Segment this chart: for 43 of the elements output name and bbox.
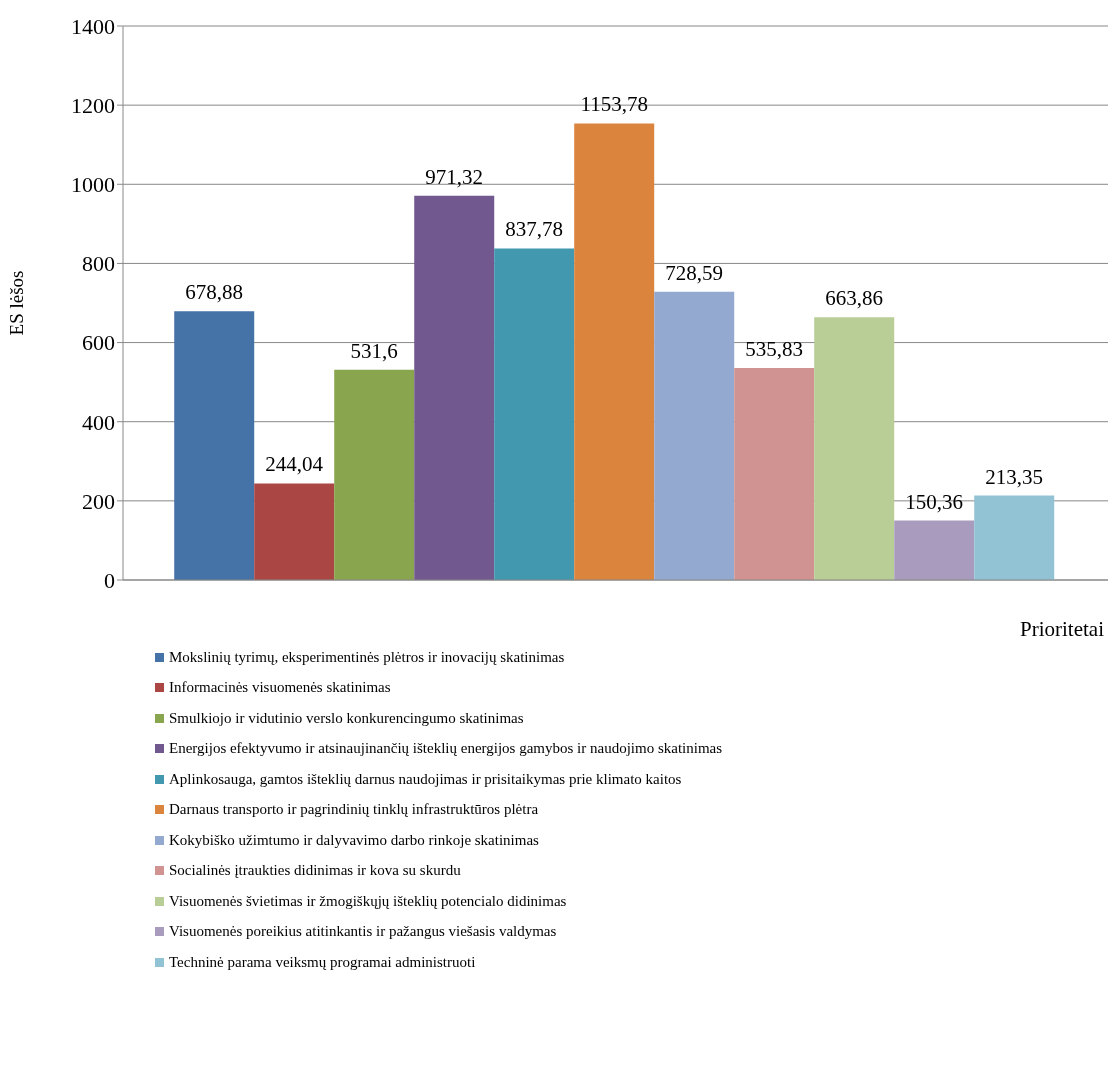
- legend-label: Mokslinių tyrimų, eksperimentinės plėtros ir inovacijų skatinimas: [169, 648, 565, 666]
- legend-label: Socialinės įtraukties didinimas ir kova su skurdu: [169, 862, 461, 880]
- y-tick-label: 1400: [71, 13, 115, 39]
- bar: [494, 248, 575, 580]
- bar: [574, 123, 655, 580]
- data-label: 150,36: [905, 489, 964, 514]
- bar: [414, 195, 495, 580]
- legend-label: Darnaus transporto ir pagrindinių tinklų infrastruktūros plėtra: [169, 801, 539, 819]
- legend-label: Energijos efektyvumo ir atsinaujinančių išteklių energijos gamybos ir naudojimo skatinimas: [169, 740, 723, 758]
- bar: [734, 367, 815, 580]
- y-tick-label: 800: [82, 251, 115, 277]
- x-axis-title: Prioritetai: [1020, 617, 1105, 641]
- y-tick-label: 400: [82, 409, 115, 435]
- data-label: 1153,78: [580, 92, 648, 117]
- legend-label: Aplinkosauga, gamtos išteklių darnus naudojimas ir prisitaikymas prie klimato kaitos: [169, 770, 682, 788]
- y-tick-label: 1200: [71, 92, 115, 118]
- bar: [654, 291, 735, 580]
- data-label: 837,78: [505, 217, 564, 242]
- bar: [254, 483, 335, 580]
- y-tick-label: 600: [82, 330, 115, 356]
- data-label: 663,86: [825, 286, 884, 311]
- y-tick-label: 1000: [71, 172, 115, 198]
- bar: [974, 495, 1055, 580]
- y-axis-title: ES lėšos: [5, 270, 27, 336]
- legend-label: Informacinės visuomenės skatinimas: [169, 679, 391, 697]
- data-label: 971,32: [425, 164, 484, 189]
- legend-label: Visuomenės poreikius atitinkantis ir pažangus viešasis valdymas: [169, 923, 557, 941]
- bar: [334, 369, 415, 580]
- bar: [174, 311, 255, 580]
- legend-label: Kokybiško užimtumo ir dalyvavimo darbo rinkoje skatinimas: [169, 831, 539, 849]
- y-tick-label: 0: [104, 567, 115, 593]
- legend-label: Techninė parama veiksmų programai administruoti: [169, 953, 476, 971]
- data-label: 535,83: [745, 336, 804, 361]
- data-label: 531,6: [350, 338, 398, 363]
- data-label: 244,04: [265, 452, 324, 477]
- data-label: 678,88: [185, 280, 244, 305]
- data-label: 728,59: [665, 260, 724, 285]
- bar: [814, 317, 895, 580]
- legend-label: Smulkiojo ir vidutinio verslo konkurencingumo skatinimas: [169, 709, 524, 727]
- data-label: 213,35: [985, 464, 1044, 489]
- y-tick-label: 200: [82, 488, 115, 514]
- bar: [894, 520, 975, 580]
- legend-label: Visuomenės švietimas ir žmogiškųjų išteklių potencialo didinimas: [169, 892, 567, 910]
